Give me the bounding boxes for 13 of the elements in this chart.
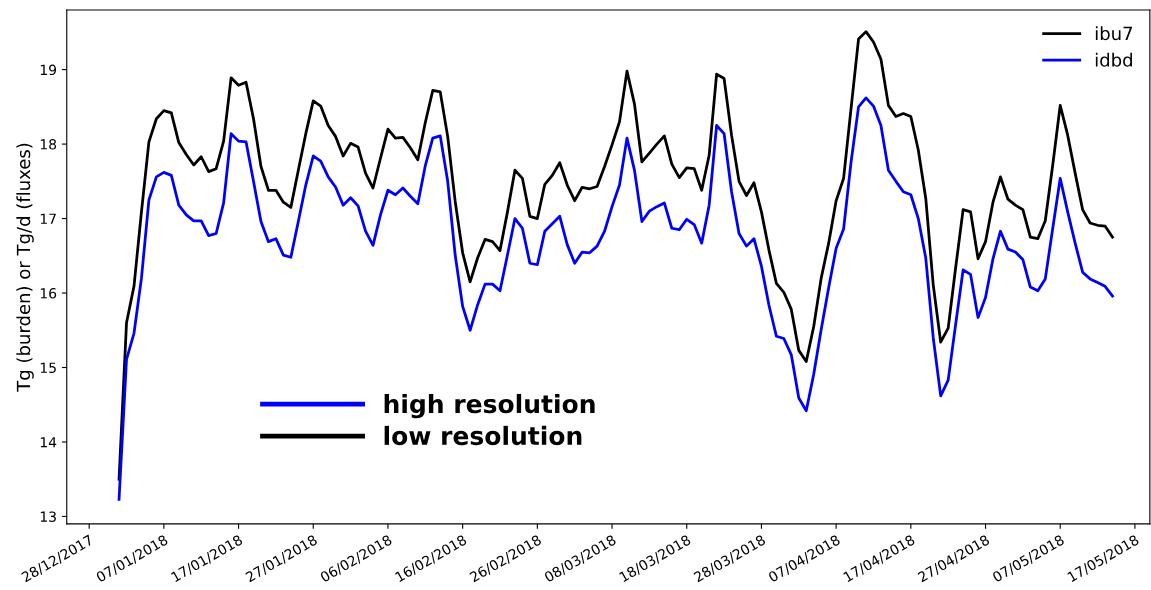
line-series — [117, 96, 1114, 501]
y-axis-title: Tg (burden) or Tg/d (fluxes) — [16, 143, 34, 392]
y-tick-label: 15 — [40, 362, 56, 373]
y-tick-label: 18 — [40, 139, 57, 150]
annotation: high resolution — [384, 393, 595, 419]
annotation: low resolution — [384, 425, 582, 446]
legend-label: idbd — [1095, 52, 1132, 67]
legend-label: ibu7 — [1095, 26, 1133, 41]
y-tick-label: 13 — [40, 511, 56, 522]
y-tick-label: 17 — [40, 213, 56, 224]
y-tick-label: 16 — [40, 288, 57, 299]
y-tick-label: 14 — [40, 437, 57, 448]
y-tick-label: 19 — [40, 64, 57, 76]
